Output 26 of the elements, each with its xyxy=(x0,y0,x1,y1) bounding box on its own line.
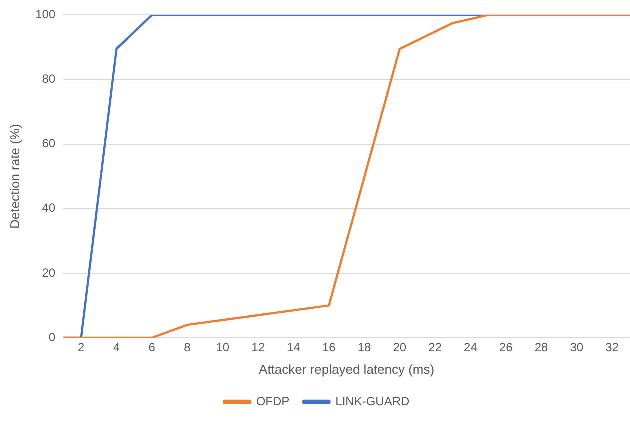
x-tick-label: 28 xyxy=(534,340,548,355)
x-tick-label: 2 xyxy=(78,340,85,355)
y-tick-label: 40 xyxy=(42,201,56,216)
x-tick-label: 4 xyxy=(113,340,120,355)
x-axis-title: Attacker replayed latency (ms) xyxy=(259,362,435,377)
x-tick-label: 24 xyxy=(464,340,478,355)
x-tick-label: 20 xyxy=(393,340,407,355)
x-tick-label: 14 xyxy=(287,340,301,355)
y-tick-label: 80 xyxy=(42,72,56,86)
x-tick-label: 30 xyxy=(570,340,584,355)
legend-label: OFDP xyxy=(256,394,290,408)
y-tick-label: 20 xyxy=(42,266,56,280)
x-tick-label: 10 xyxy=(216,340,230,355)
x-tick-label: 22 xyxy=(428,340,442,355)
y-axis-title: Detection rate (%) xyxy=(7,124,22,229)
x-tick-label: 26 xyxy=(499,340,514,355)
x-tick-label: 32 xyxy=(606,340,620,355)
x-tick-label: 18 xyxy=(358,340,372,355)
y-tick-label: 100 xyxy=(36,8,56,22)
x-tick-label: 8 xyxy=(184,340,192,355)
y-tick-label: 0 xyxy=(48,330,56,344)
x-tick-label: 12 xyxy=(252,340,266,355)
x-tick-label: 6 xyxy=(148,340,156,355)
legend-label: LINK-GUARD xyxy=(336,394,410,408)
y-tick-label: 60 xyxy=(42,136,56,151)
x-tick-label: 16 xyxy=(322,340,336,355)
